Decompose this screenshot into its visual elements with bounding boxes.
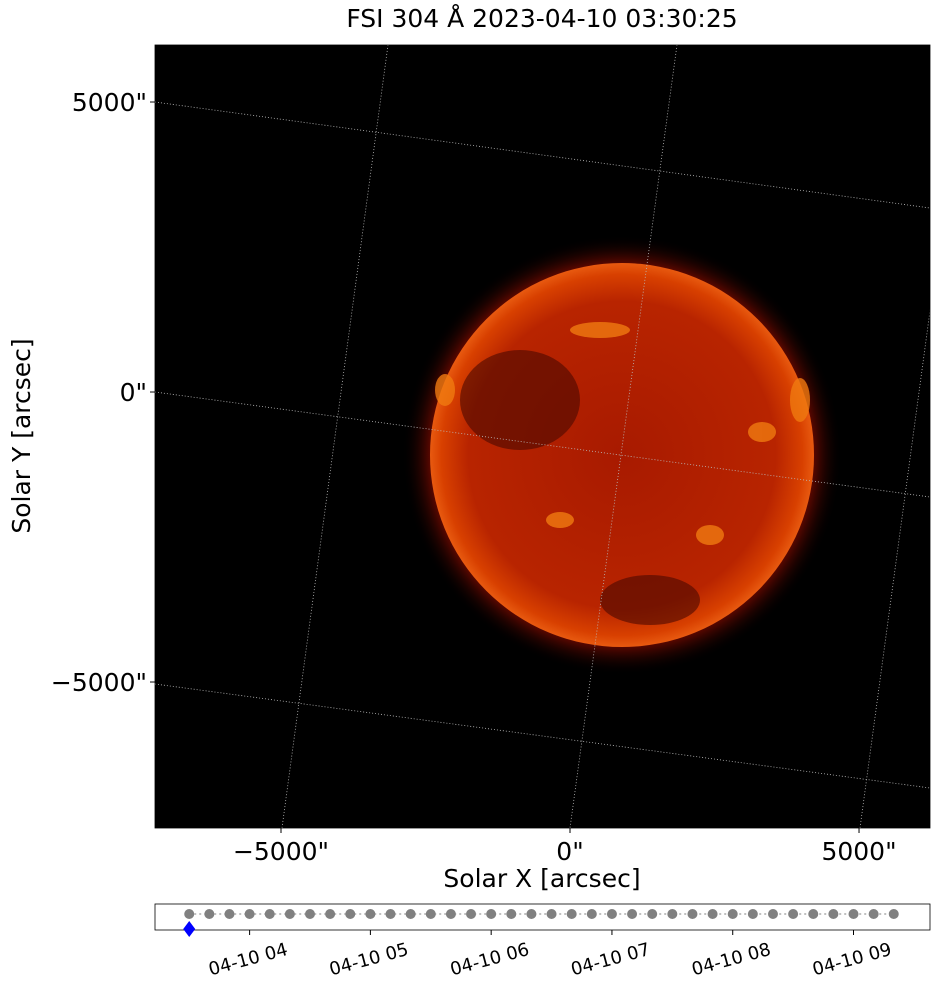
time-point [606,909,617,919]
x-tick-label: 04-10 06 [448,939,532,980]
time-point [425,909,436,919]
coordinate-grid [155,45,930,828]
x-tick-label: −5000" [233,837,329,866]
y-axis-label: Solar Y [arcsec] [7,338,36,533]
time-point [828,909,839,919]
time-point [224,909,235,919]
x-tick-label: 04-10 05 [327,939,411,980]
dark-regions [460,350,700,625]
time-point [586,909,597,919]
y-tick-label: 5000" [72,88,147,117]
active-regions [435,322,810,545]
x-tick-label: 5000" [821,837,896,866]
x-tick-label: 0" [556,837,583,866]
time-point [627,909,638,919]
current-frame-marker [183,921,196,937]
timeline-frame [154,903,931,931]
time-point [466,909,477,919]
time-point [788,909,799,919]
time-point [244,909,255,919]
axes-frame [154,44,931,829]
time-point [526,909,537,919]
time-point [888,909,899,919]
time-point [506,909,517,919]
time-point [385,909,396,919]
time-point [667,909,678,919]
time-point [486,909,497,919]
time-point [445,909,456,919]
time-point [767,909,778,919]
time-point [184,909,195,919]
time-point [204,909,215,919]
time-point [687,909,698,919]
time-point [707,909,718,919]
time-point [325,909,336,919]
time-point [566,909,577,919]
y-tick-label: −5000" [51,668,147,697]
time-point [727,909,738,919]
chart-title: FSI 304 Å 2023-04-10 03:30:25 [346,4,737,33]
solar-image [155,45,930,828]
y-tick-label: 0" [120,378,147,407]
x-tick-label: 04-10 08 [689,939,773,980]
time-point [848,909,859,919]
time-point [305,909,315,919]
time-point [365,909,376,919]
time-point [647,909,658,919]
time-point [405,909,416,919]
x-tick-label: 04-10 04 [206,939,290,980]
x-axis-label: Solar X [arcsec] [443,864,640,893]
x-tick-label: 04-10 07 [569,939,653,980]
time-point [264,909,275,919]
time-point [808,909,819,919]
time-point [747,909,758,919]
time-point [868,909,879,919]
time-point [345,909,356,919]
x-tick-label: 04-10 09 [810,939,894,980]
time-point [546,909,557,919]
time-point [284,909,295,919]
